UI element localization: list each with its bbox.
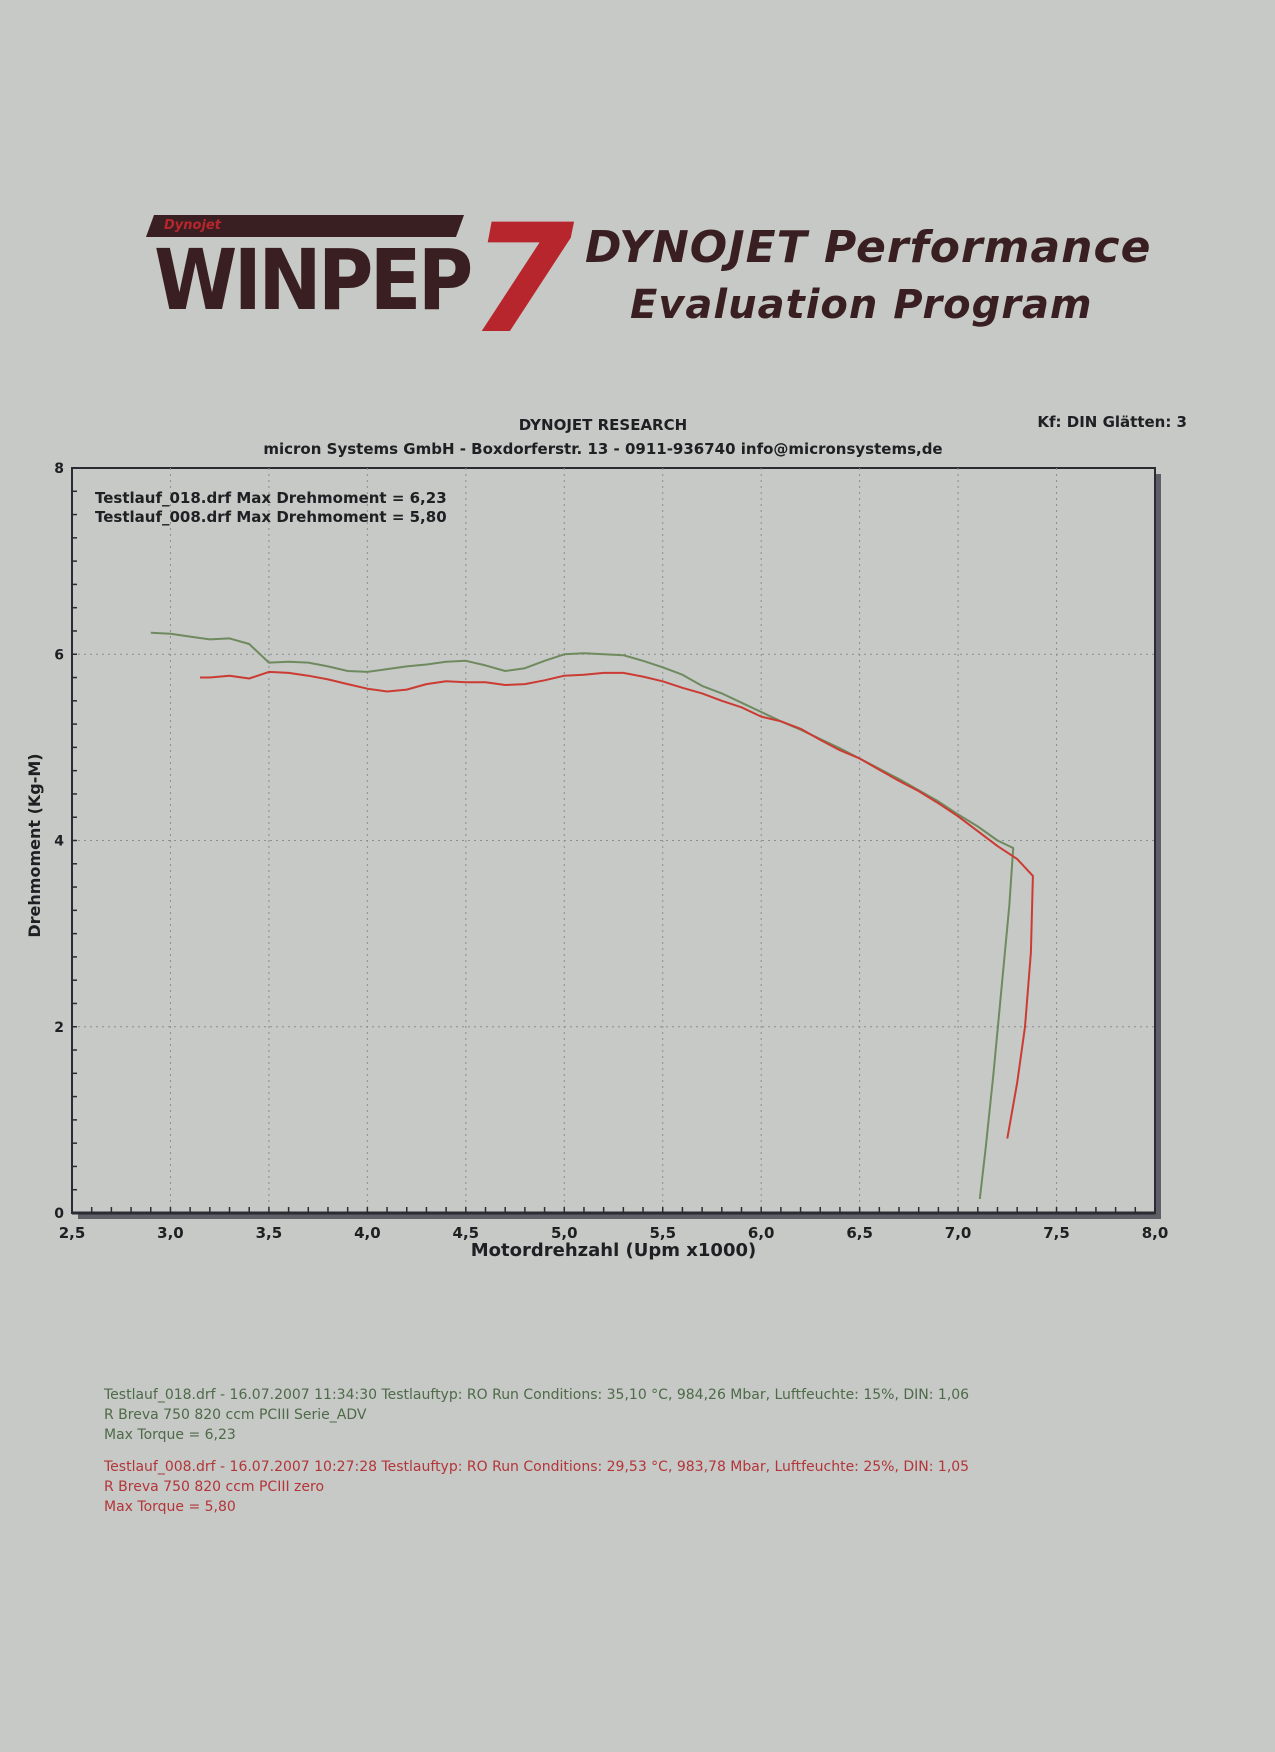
winpep-logo: Dynojet WINPEP 7 (145, 205, 574, 355)
run-info-line: Testlauf_008.drf - 16.07.2007 10:27:28 T… (104, 1459, 970, 1475)
x-tick-label: 3,0 (157, 1224, 184, 1242)
y-tick-label: 2 (54, 1020, 64, 1036)
logo-main-text: WINPEP (154, 231, 473, 329)
y-axis-label: Drehmoment (Kg-M) (25, 753, 44, 937)
header-settings: Kf: DIN Glätten: 3 (1037, 413, 1187, 431)
header-company: micron Systems GmbH - Boxdorferstr. 13 -… (263, 440, 943, 458)
brand-tagline-2: Evaluation Program (630, 282, 1093, 328)
y-tick-label: 6 (54, 647, 64, 663)
series-line-testlauf-008 (200, 670, 1034, 1139)
run-info-line: R Breva 750 820 ccm PCIII zero (104, 1479, 325, 1495)
x-tick-label: 7,0 (945, 1224, 972, 1242)
run-info-line: Max Torque = 5,80 (104, 1499, 236, 1515)
header-research: DYNOJET RESEARCH (518, 416, 688, 434)
y-tick-label: 0 (54, 1206, 64, 1222)
y-tick-label: 8 (54, 461, 64, 477)
logo-small-text: Dynojet (164, 218, 221, 233)
x-tick-label: 4,0 (354, 1224, 381, 1242)
x-axis-label: Motordrehzahl (Upm x1000) (471, 1240, 756, 1261)
run-info-line: R Breva 750 820 ccm PCIII Serie_ADV (104, 1407, 367, 1423)
run-info-line: Testlauf_018.drf - 16.07.2007 11:34:30 T… (104, 1387, 970, 1403)
run-info-008: Testlauf_008.drf - 16.07.2007 10:27:28 T… (104, 1457, 969, 1517)
logo-numeral: 7 (470, 193, 575, 367)
x-tick-label: 6,5 (846, 1224, 873, 1242)
brand-tagline-1: DYNOJET Performance (585, 222, 1152, 273)
x-tick-label: 6,0 (748, 1224, 775, 1242)
legend-entry: Testlauf_008.drf Max Drehmoment = 5,80 (95, 508, 447, 526)
x-tick-label: 4,5 (453, 1224, 480, 1242)
x-tick-label: 5,0 (551, 1224, 578, 1242)
torque-chart: 2,5 3,0 3,5 4,0 4,5 5,0 5,5 6,0 6,5 7,0 7,5 8,0 0 2 4 6… (25, 461, 1169, 1261)
x-tick-label: 5,5 (649, 1224, 676, 1242)
run-info-018: Testlauf_018.drf - 16.07.2007 11:34:30 T… (104, 1385, 969, 1445)
x-tick-label: 3,5 (256, 1224, 283, 1242)
x-tick-label: 8,0 (1142, 1224, 1169, 1242)
x-tick-label: 2,5 (59, 1224, 86, 1242)
run-info-line: Max Torque = 6,23 (104, 1427, 236, 1443)
x-tick-label: 7,5 (1043, 1224, 1070, 1242)
legend-entry: Testlauf_018.drf Max Drehmoment = 6,23 (95, 489, 447, 507)
y-tick-label: 4 (54, 834, 64, 850)
series-line-testlauf-018 (150, 631, 1015, 1200)
